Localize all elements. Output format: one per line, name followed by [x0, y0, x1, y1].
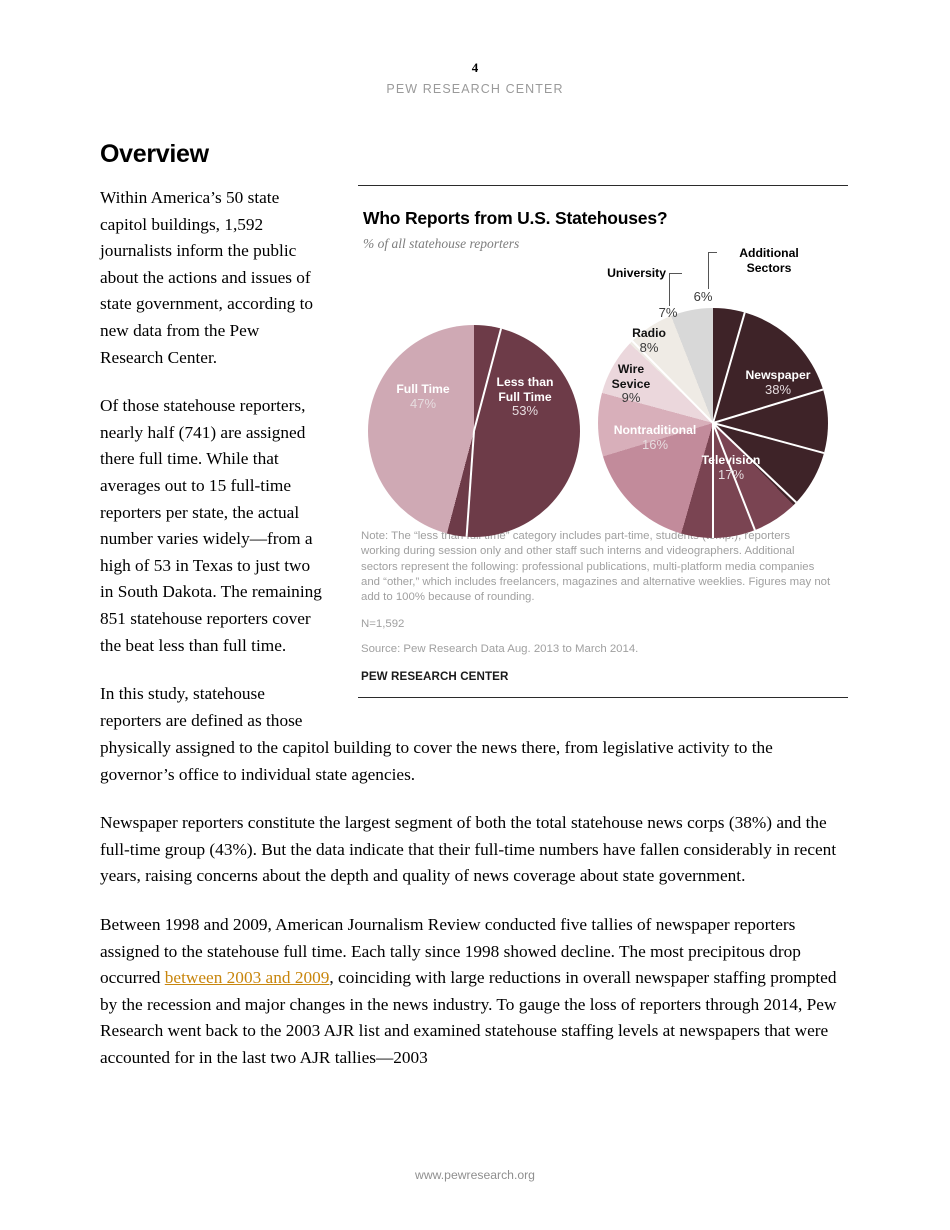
pie-slice-value-additional-sectors: 6%: [693, 289, 713, 304]
left-column: Within America’s 50 state capitol buildi…: [100, 185, 325, 756]
paragraph-wrap-start: In this study, statehouse reporters are …: [100, 684, 303, 730]
link-paragraph-before: Between 1998 and 2009, American Journali…: [100, 914, 801, 988]
pie-slice-label-wire-service: Wire Sevice 9%: [611, 362, 651, 405]
figure-subtitle: % of all statehouse reporters: [363, 236, 520, 251]
paragraph: Of those statehouse reporters, nearly ha…: [100, 396, 322, 655]
footer-url: www.pewresearch.org: [415, 1168, 535, 1182]
page-number: 4: [471, 60, 479, 75]
link-between-2003-and-2009[interactable]: between 2003 and 2009: [164, 968, 330, 988]
pie-slice-divider: [712, 423, 714, 538]
callout-label-additional-sectors: Additional Sectors: [739, 246, 799, 275]
figure-attribution: PEW RESEARCH CENTER: [361, 670, 509, 684]
wrap-continuation-text: physically assigned to the capitol build…: [100, 738, 773, 784]
callout-label-university: University: [607, 266, 666, 280]
link-paragraph-after: , coinciding with large reductions in ov…: [100, 968, 837, 1067]
page-title: Overview: [100, 140, 209, 168]
pie-slice-label-television: Television 17%: [701, 453, 761, 482]
figure-sample-size: N=1,592: [361, 618, 405, 631]
figure-notes: Note: The “less than full time” category…: [361, 529, 831, 683]
pie-slice-label-radio: Radio 8%: [632, 326, 666, 355]
pie-slice-label-newspaper: Newspaper 38%: [745, 368, 811, 397]
leader-line-university-vertical: [669, 273, 670, 306]
pie-slice-value-university: 7%: [658, 305, 678, 320]
paragraph-wrap-continuation: physically assigned to the capitol build…: [100, 735, 848, 788]
figure-note: Note: The “less than full time” category…: [361, 530, 831, 604]
paragraph-with-link: Between 1998 and 2009, American Journali…: [100, 912, 848, 1072]
pie-slice-label-full-time: Full Time 47%: [396, 382, 450, 411]
figure-top-rule: [358, 185, 848, 186]
figure-title: Who Reports from U.S. Statehouses?: [363, 208, 668, 228]
paragraph: Within America’s 50 state capitol buildi…: [100, 188, 314, 367]
charts-container: Full Time 47% Less than Full Time 53% Ne…: [358, 246, 848, 538]
running-head: PEW RESEARCH CENTER: [386, 82, 564, 96]
pie-slice-label-less-than-full-time: Less than Full Time 53%: [496, 375, 554, 418]
leader-line-additional-sectors-vertical: [708, 252, 709, 289]
paragraph: Newspaper reporters constitute the large…: [100, 813, 837, 886]
pie-chart-sector-breakdown: [598, 308, 828, 538]
figure-source: Source: Pew Research Data Aug. 2013 to M…: [361, 643, 639, 656]
pie-slice-divider: [465, 430, 475, 537]
body-full-width: physically assigned to the capitol build…: [100, 735, 848, 1094]
figure-who-reports: Who Reports from U.S. Statehouses? % of …: [358, 185, 848, 699]
leader-line-additional-sectors-horizontal: [708, 252, 717, 253]
pie-slice-label-nontraditional: Nontraditional 16%: [613, 423, 697, 452]
figure-bottom-rule: [358, 697, 848, 699]
leader-line-university-horizontal: [670, 273, 682, 274]
pie-chart-full-time-split: [368, 325, 580, 537]
